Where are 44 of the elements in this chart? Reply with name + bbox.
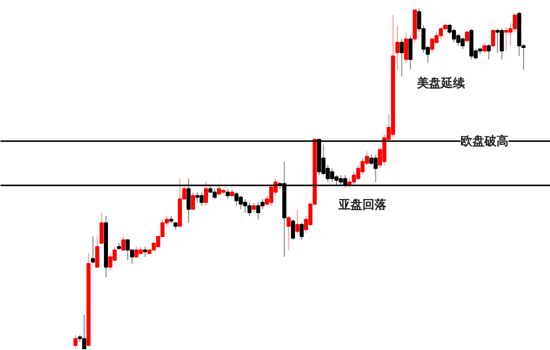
candlestick [512,12,517,33]
candlestick [504,26,508,52]
candlestick [100,212,104,244]
candlestick [464,30,470,43]
candlestick [212,188,217,200]
candlestick [491,28,496,48]
candlestick [226,188,230,200]
candlestick [290,218,296,240]
candlestick [482,42,486,54]
candlestick [369,154,374,166]
candlestick [295,208,300,234]
ref-line-label: 亚盘回落 [338,197,388,212]
candlestick [400,38,404,77]
candlestick [200,192,204,206]
candlestick [430,38,434,54]
candlestick [286,216,291,251]
candlestick [195,192,200,203]
candlestick [252,202,256,214]
candlestick [408,35,412,70]
candlestick [243,198,248,214]
candlestick [456,33,460,46]
candlestick [395,24,400,70]
candlestick [82,314,86,350]
candlestick [143,246,148,258]
candlestick [460,36,465,50]
candlestick [190,192,195,210]
candlestick [300,222,304,240]
annotation: 美盘延续 [416,76,466,90]
candlestick [247,202,252,217]
candlestick [238,195,243,210]
candlestick [500,28,504,60]
candlestick [73,334,78,350]
candlestick [204,181,208,206]
candlestick [374,154,378,182]
candlestick [404,32,408,64]
candlestick [217,184,222,196]
candlestick [256,202,260,220]
candlestick [330,168,334,182]
candlestick [126,239,130,261]
candlestick [121,236,126,251]
candlestick [486,44,491,60]
ref-line-label: 欧盘破高 [460,134,508,148]
candlestick [108,252,112,271]
candlestick [90,236,95,264]
